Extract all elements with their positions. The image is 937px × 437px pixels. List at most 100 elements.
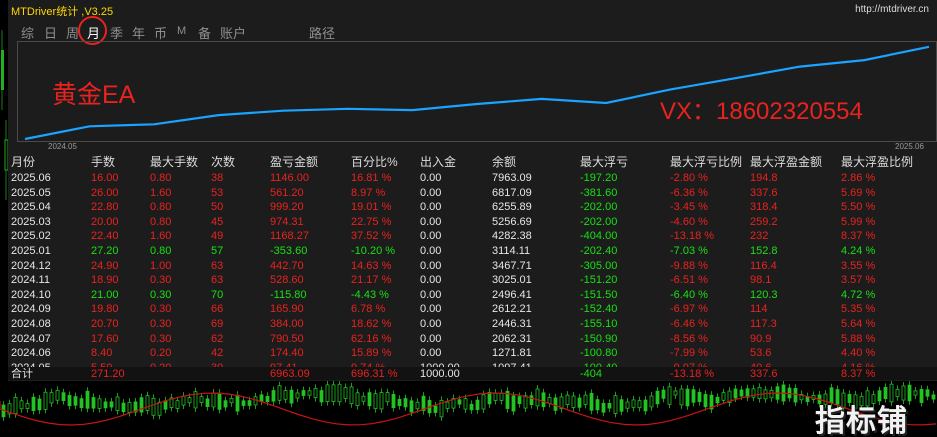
column-header[interactable]: 余额 — [492, 155, 517, 169]
column-header[interactable]: 最大浮亏 — [580, 155, 629, 169]
table-row[interactable]: 2024.12 24.90 1.00 63 442.70 14.63 % 0.00 3467.… — [8, 259, 937, 274]
table-cell: 0.00 — [420, 172, 442, 184]
table-cell: 7963.09 — [492, 172, 532, 184]
candle-body — [349, 386, 354, 405]
table-row[interactable]: 2025.06 16.00 0.80 38 1146.00 16.81 % 0.00 7963… — [8, 171, 937, 186]
table-row[interactable]: 2025.03 20.00 0.80 45 974.31 22.75 % 0.00 5256.… — [8, 215, 937, 230]
table-row[interactable]: 2025.01 27.20 0.80 57 -353.60 -10.20 % 0.00 311… — [8, 244, 937, 259]
nav-tab-week[interactable]: 周 — [66, 26, 80, 41]
candle-body — [877, 390, 882, 402]
candle-body — [565, 394, 570, 405]
table-cell: 3025.01 — [492, 274, 532, 287]
nav-tab-remark[interactable]: 备 — [198, 26, 212, 41]
table-cell: 14.63 % — [351, 259, 392, 272]
table-row[interactable]: 2024.06 8.40 0.20 42 174.40 15.89 % 0.00 1271.8… — [8, 346, 937, 361]
table-row[interactable]: 2025.02 22.40 1.60 49 1168.27 37.52 % 0.00 4282… — [8, 229, 937, 244]
table-cell: 22.40 — [91, 230, 119, 243]
candle-body — [139, 397, 144, 413]
table-cell: 8.40 — [91, 347, 113, 360]
column-header[interactable]: 最大浮亏比例 — [670, 155, 743, 169]
total-cell: 合计 — [11, 368, 33, 380]
table-cell: -4.60 % — [670, 215, 708, 228]
candle-body — [547, 397, 552, 404]
candle-body — [415, 401, 420, 410]
table-cell: -202.00 — [580, 215, 618, 228]
candle-body — [301, 390, 306, 396]
table-cell: 2.86 % — [841, 172, 876, 184]
nav-tab-symbol[interactable]: 币 — [154, 26, 168, 41]
candle-body — [577, 397, 582, 408]
table-cell: 0.20 — [150, 347, 172, 360]
table-cell: 16.81 % — [351, 172, 392, 184]
candle-body — [181, 395, 186, 406]
candle-body — [31, 396, 36, 412]
column-header[interactable]: 月份 — [11, 155, 36, 169]
nav-tab-quarter[interactable]: 季 — [110, 26, 124, 41]
column-header[interactable]: 最大浮盈金额 — [750, 155, 823, 169]
candle-body — [691, 389, 696, 403]
table-cell: 2025.03 — [11, 215, 51, 228]
nav-tab-magic[interactable]: M — [177, 25, 187, 37]
table-cell: 561.20 — [270, 186, 304, 199]
table-cell: 194.8 — [750, 172, 778, 184]
column-header[interactable]: 最大手数 — [150, 155, 199, 169]
nav-tab-overview[interactable]: 综 — [21, 26, 35, 41]
column-header[interactable]: 手数 — [91, 155, 116, 169]
candle-body — [85, 390, 90, 409]
table-body: 2025.06 16.00 0.80 38 1146.00 16.81 % 0.00 7963… — [8, 171, 937, 375]
table-row[interactable]: 2024.07 17.60 0.30 62 790.50 62.16 % 0.00 2062.… — [8, 332, 937, 347]
nav-tab-day[interactable]: 日 — [44, 26, 58, 41]
table-cell: 0.80 — [150, 215, 172, 228]
table-cell: 70 — [211, 288, 224, 301]
table-row[interactable]: 2025.05 26.00 1.60 53 561.20 8.97 % 0.00 6817.0… — [8, 186, 937, 201]
nav-tab-path[interactable]: 路径 — [309, 26, 336, 41]
table-cell: 2025.04 — [11, 201, 51, 214]
nav-tab-account[interactable]: 账户 — [220, 26, 247, 41]
candle-body — [541, 392, 546, 408]
website-link[interactable]: http://mtdriver.cn — [855, 4, 929, 15]
candle-body — [799, 393, 804, 401]
table-cell: 0.80 — [150, 172, 172, 184]
candle-body — [247, 400, 252, 406]
candle-body — [721, 392, 726, 401]
column-header[interactable]: 出入金 — [420, 155, 457, 169]
table-cell: 2025.05 — [11, 186, 51, 199]
table-cell: 22.80 — [91, 201, 119, 214]
candle-body — [769, 389, 774, 399]
candle-body — [289, 389, 294, 404]
table-row[interactable]: 2025.04 22.80 0.80 50 999.20 19.01 % 0.00 6255.… — [8, 200, 937, 215]
nav-tab-year[interactable]: 年 — [132, 26, 146, 41]
table-row[interactable]: 2024.08 20.70 0.30 69 384.00 18.62 % 0.00 2446.… — [8, 317, 937, 332]
candle-body — [451, 398, 456, 409]
table-cell: 974.31 — [270, 215, 304, 228]
candle-body — [385, 392, 390, 403]
column-header[interactable]: 最大浮盈比例 — [841, 155, 914, 169]
candle-body — [703, 394, 708, 408]
monthly-stats-table: 月份 手数 最大手数 次数 盈亏金额 百分比% 出入金 余额 最大浮亏 最大浮亏比例 最大浮盈金额 最… — [8, 155, 937, 380]
table-cell: 22.75 % — [351, 215, 392, 228]
nav-tab-month[interactable]: 月 — [87, 26, 101, 41]
total-cell: 696.31 % — [351, 368, 398, 380]
table-cell: 6255.89 — [492, 201, 532, 214]
candle-body — [367, 392, 372, 407]
table-cell: 2062.31 — [492, 332, 532, 345]
column-header[interactable]: 盈亏金额 — [270, 155, 319, 169]
candle-body — [271, 390, 276, 402]
table-row[interactable]: 2024.11 18.90 0.30 63 528.60 21.17 % 0.00 3025.… — [8, 273, 937, 288]
column-header[interactable]: 百分比% — [351, 155, 398, 169]
table-cell: 49 — [211, 230, 224, 243]
table-row[interactable]: 2024.09 19.80 0.30 66 165.90 6.78 % 0.00 2612.2… — [8, 302, 937, 317]
candle-body — [487, 391, 492, 405]
x-tick-start: 2024.05 — [48, 142, 77, 151]
column-header[interactable]: 次数 — [211, 155, 236, 169]
candle-body — [379, 392, 384, 410]
candle-body — [709, 394, 714, 410]
table-cell: 0.00 — [420, 230, 442, 243]
candle-body — [235, 394, 240, 412]
candle-body — [895, 388, 900, 398]
candle-body — [655, 390, 660, 405]
table-cell: 2024.09 — [11, 303, 51, 316]
candle-body — [121, 402, 126, 413]
candle-body — [343, 387, 348, 399]
table-row[interactable]: 2024.10 21.00 0.30 70 -115.80 -4.43 % 0.00 2496… — [8, 288, 937, 303]
